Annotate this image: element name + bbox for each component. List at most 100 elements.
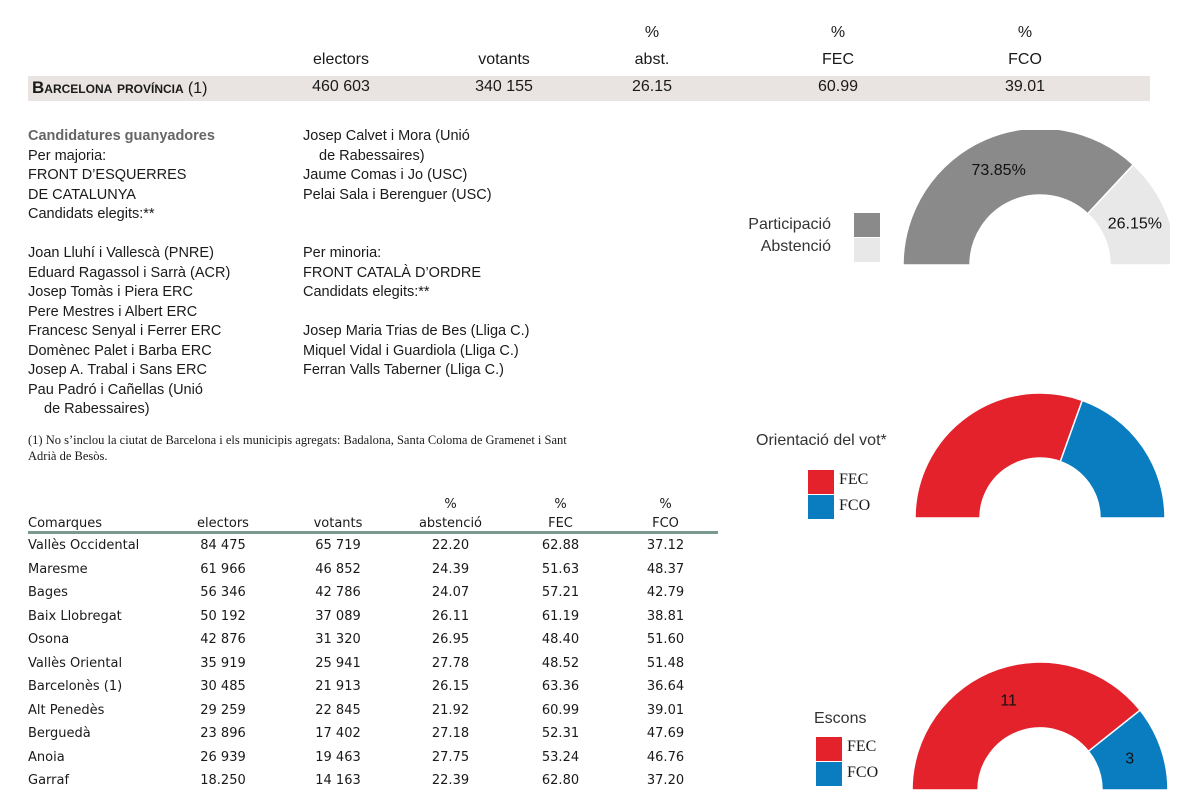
header-fco: FCO [1008,51,1042,68]
table-cell: 19 463 [315,749,361,765]
comarca-name: Maresme [28,561,88,577]
comarca-name: Vallès Oriental [28,655,123,671]
table-cell: 46.76 [646,749,685,765]
chart1-legend-text: Participació Abstenció [733,214,831,258]
table-cell: 56 346 [200,585,246,601]
comarca-name: Vallès Occidental [28,538,140,554]
table-row: Osona 42 876 31 320 26.95 48.40 51.60 [28,628,718,652]
table-row: Maresme 61 966 46 852 24.39 51.63 48.37 [28,558,718,582]
table-cell: 37 089 [315,608,361,624]
header-abst: abst. [634,51,670,68]
candidate: Pere Mestres i Albert ERC [28,303,198,320]
table-cell: 53.24 [541,749,580,765]
table-cell: 42.79 [646,585,685,601]
candidate: Eduard Ragassol i Sarrà (ACR) [28,264,231,281]
candidate: Josep Calvet i Mora (Unió [303,128,470,144]
column-header: electors [163,512,283,534]
majority-label: Per majoria: [28,147,107,164]
pct-mark: % [830,24,846,41]
comarca-name: Alt Penedès [28,702,105,718]
table-row: Anoia 26 939 19 463 27.75 53.24 46.76 [28,746,718,770]
vote-orientation-chart [914,392,1166,519]
table-row: Barcelonès (1) 30 485 21 913 26.15 63.36 36.6… [28,675,718,699]
slice-participaci- [902,130,1135,266]
table-cell: 14 163 [315,773,361,789]
table-cell: 48.40 [541,632,580,648]
seats-title: Escons [814,710,867,727]
legend-swatch-participacio [854,213,880,237]
summary-abst: 26.15 [631,78,673,95]
column-header: FEC [508,512,613,534]
table-cell: 63.36 [541,679,580,695]
summary-fco: 39.01 [1004,78,1046,95]
table-cell: 60.99 [541,702,580,718]
table-cell: 23 896 [200,726,246,742]
slice-label: 73.85% [972,162,1026,179]
table-cell: 51.60 [646,632,685,648]
column-header: votants [283,512,393,534]
table-cell: 35 919 [200,655,246,671]
table-cell: 24.39 [431,561,470,577]
table-cell: 61.19 [541,608,580,624]
table-row: Vallès Oriental 35 919 25 941 27.78 48.52 51.… [28,652,718,676]
slice-fco [1059,399,1166,519]
legend-label: FCO [839,497,871,514]
table-row: Berguedà 23 896 17 402 27.18 52.31 47.69 [28,722,718,746]
seats-chart: 11 3 [911,661,1169,791]
table-cell: 18.250 [200,773,246,789]
participation-chart: 73.85% 26.15% [902,130,1170,266]
table-cell: 48.52 [541,655,580,671]
column-header: abstenció [393,512,508,534]
legend-swatch-fco [808,495,834,519]
table-row: Garraf 18.250 14 163 22.39 62.80 37.20 [28,769,718,793]
candidate: Domènec Palet i Barba ERC [28,342,212,359]
majority-party-line-1: FRONT D’ESQUERRES [28,167,187,183]
slice-fec [914,392,1084,519]
legend-label: FCO [847,764,879,781]
header-electors: electors [312,51,370,68]
comarca-name: Anoia [28,749,65,765]
candidate: Francesc Senyal i Ferrer ERC [28,323,222,339]
candidate: de Rabessaires) [44,401,150,417]
comarca-name: Barcelonès (1) [28,679,123,695]
legend-label: FEC [847,738,877,755]
table-cell: 26.95 [431,632,470,648]
comarca-name: Berguedà [28,726,91,742]
candidate: Josep Tomàs i Piera ERC [28,284,193,300]
table-cell: 52.31 [541,726,580,742]
candidate: Miquel Vidal i Guardiola (Lliga C.) [303,342,519,359]
candidate: Pau Padró i Cañellas (Unió [28,381,203,398]
table-cell: 42 786 [315,585,361,601]
table-cell: 25 941 [315,655,361,671]
table-cell: 50 192 [200,608,246,624]
summary-title: Barcelona província (1) [32,78,207,98]
candidates-col-1: Candidatures guanyadores Per majoria: FR… [28,127,230,420]
table-cell: 22.39 [431,773,470,789]
majority-party-line-2: DE CATALUNYA [28,186,136,203]
summary-votants: 340 155 [475,78,533,95]
table-cell: 17 402 [315,726,361,742]
legend-swatch-fec [808,470,834,494]
slice-label: 3 [1125,751,1134,768]
legend-swatch-abstencio [854,238,880,262]
legend-label: Participació [748,216,831,233]
summary-title-text: Barcelona província [32,78,184,97]
slice-label: 26.15% [1108,216,1162,233]
candidates-col-2: Josep Calvet i Mora (Unió de Rabessaires… [303,127,529,381]
candidate: Josep A. Trabal i Sans ERC [28,362,207,378]
table-cell: 21 913 [315,679,361,695]
table-row: Alt Penedès 29 259 22 845 21.92 60.99 39.01 [28,699,718,723]
table-cell: 57.21 [541,585,580,601]
table-cell: 26 939 [200,749,246,765]
table-cell: 27.78 [431,655,470,671]
table-cell: 39.01 [646,702,685,718]
candidate: Pelai Sala i Berenguer (USC) [303,186,492,203]
comarca-name: Baix Llobregat [28,608,122,624]
column-header: FCO [613,512,718,534]
table-cell: 29 259 [200,702,246,718]
candidate: Joan Lluhí i Vallescà (PNRE) [28,245,214,261]
table-row: Bages 56 346 42 786 24.07 57.21 42.79 [28,581,718,605]
vote-orientation-title: Orientació del vot* [756,432,887,449]
pct-mark: % [659,497,672,512]
slice-fco [1087,709,1169,791]
